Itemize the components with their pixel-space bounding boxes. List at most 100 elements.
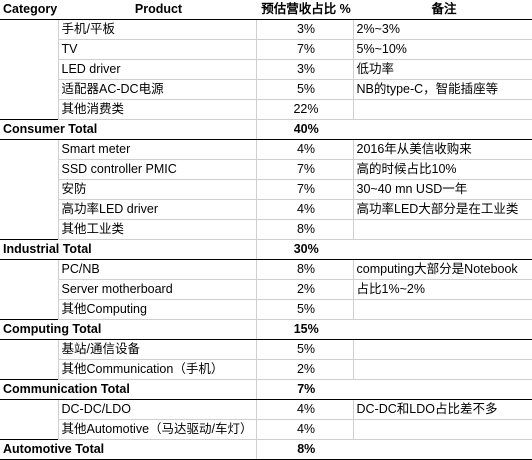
total-note-cell[interactable]	[353, 119, 532, 140]
note-cell[interactable]: 5%~10%	[352, 39, 532, 60]
total-label[interactable]: Computing Total	[0, 319, 256, 340]
total-note-cell[interactable]	[353, 439, 532, 460]
revenue-share-cell[interactable]: 22%	[255, 99, 353, 120]
total-note-cell[interactable]	[353, 319, 532, 340]
category-cell[interactable]	[0, 340, 58, 360]
total-label[interactable]: Consumer Total	[0, 119, 256, 140]
category-cell[interactable]	[0, 180, 58, 200]
header-category[interactable]: Category	[0, 0, 58, 20]
category-cell[interactable]	[0, 200, 58, 220]
product-cell[interactable]: 其他消费类	[57, 99, 256, 120]
product-cell[interactable]: 其他Computing	[57, 299, 256, 320]
table-body: 手机/平板 3% 2%~3% TV 7% 5%~10% LED driver 3% 低功率 适配器…	[0, 19, 532, 460]
note-cell[interactable]: 高的时候占比10%	[352, 159, 532, 180]
product-cell[interactable]: 其他Communication（手机）	[57, 359, 256, 380]
note-cell[interactable]	[352, 359, 532, 380]
note-cell[interactable]	[352, 219, 532, 240]
revenue-share-cell[interactable]: 4%	[255, 139, 353, 160]
product-cell[interactable]: 高功率LED driver	[57, 199, 256, 220]
header-revenue-share[interactable]: 预估营收占比 %	[256, 0, 353, 20]
revenue-share-cell[interactable]: 5%	[255, 339, 353, 360]
category-cell[interactable]	[0, 60, 58, 80]
note-cell[interactable]: 低功率	[352, 59, 532, 80]
product-cell[interactable]: TV	[57, 39, 256, 60]
category-cell[interactable]	[0, 160, 58, 180]
table-row: 其他Automotive（马达驱动/车灯） 4%	[0, 419, 532, 440]
revenue-share-cell[interactable]: 4%	[255, 419, 353, 440]
note-cell[interactable]: 高功率LED大部分是在工业类	[352, 199, 532, 220]
table-row: 适配器AC-DC电源 5% NB的type-C，智能插座等	[0, 79, 532, 100]
category-cell[interactable]	[0, 40, 58, 60]
revenue-share-cell[interactable]: 4%	[255, 399, 353, 420]
revenue-share-cell[interactable]: 4%	[255, 199, 353, 220]
total-value[interactable]: 30%	[255, 239, 353, 260]
category-cell[interactable]	[0, 300, 58, 320]
note-cell[interactable]	[352, 99, 532, 120]
category-cell[interactable]	[0, 140, 58, 160]
total-value[interactable]: 15%	[255, 319, 353, 340]
total-note-cell[interactable]	[353, 379, 532, 400]
category-cell[interactable]	[0, 400, 58, 420]
note-cell[interactable]	[352, 299, 532, 320]
note-cell[interactable]: DC-DC和LDO占比差不多	[352, 399, 532, 420]
product-cell[interactable]: 基站/通信设备	[57, 339, 256, 360]
header-product[interactable]: Product	[58, 0, 256, 20]
revenue-share-cell[interactable]: 5%	[255, 299, 353, 320]
category-cell[interactable]	[0, 260, 58, 280]
product-cell[interactable]: 适配器AC-DC电源	[57, 79, 256, 100]
total-value[interactable]: 7%	[255, 379, 353, 400]
category-cell[interactable]	[0, 20, 58, 40]
table-row: PC/NB 8% computing大部分是Notebook	[0, 259, 532, 280]
product-cell[interactable]: Smart meter	[57, 139, 256, 160]
product-cell[interactable]: Server motherboard	[57, 279, 256, 300]
note-cell[interactable]: 占比1%~2%	[352, 279, 532, 300]
revenue-share-cell[interactable]: 3%	[255, 59, 353, 80]
product-cell[interactable]: 其他Automotive（马达驱动/车灯）	[57, 419, 256, 440]
table-row: Server motherboard 2% 占比1%~2%	[0, 279, 532, 300]
revenue-share-cell[interactable]: 2%	[255, 279, 353, 300]
category-cell[interactable]	[0, 280, 58, 300]
category-cell[interactable]	[0, 100, 58, 120]
note-cell[interactable]	[352, 419, 532, 440]
product-cell[interactable]: DC-DC/LDO	[57, 399, 256, 420]
total-value[interactable]: 40%	[255, 119, 353, 140]
table-row: DC-DC/LDO 4% DC-DC和LDO占比差不多	[0, 399, 532, 420]
product-cell[interactable]: 其他工业类	[57, 219, 256, 240]
category-cell[interactable]	[0, 220, 58, 240]
revenue-share-cell[interactable]: 7%	[255, 159, 353, 180]
total-value[interactable]: 8%	[255, 439, 353, 460]
total-row: Computing Total 15%	[0, 319, 532, 340]
note-cell[interactable]: NB的type-C，智能插座等	[352, 79, 532, 100]
table-row: 安防 7% 30~40 mn USD一年	[0, 179, 532, 200]
note-cell[interactable]	[352, 339, 532, 360]
table-row: 其他Communication（手机） 2%	[0, 359, 532, 380]
revenue-share-cell[interactable]: 7%	[255, 179, 353, 200]
revenue-share-cell[interactable]: 2%	[255, 359, 353, 380]
revenue-share-cell[interactable]: 8%	[255, 219, 353, 240]
revenue-share-cell[interactable]: 7%	[255, 39, 353, 60]
table-row: 高功率LED driver 4% 高功率LED大部分是在工业类	[0, 199, 532, 220]
product-cell[interactable]: 手机/平板	[57, 19, 256, 40]
note-cell[interactable]: 2%~3%	[352, 19, 532, 40]
revenue-share-cell[interactable]: 5%	[255, 79, 353, 100]
note-cell[interactable]: computing大部分是Notebook	[352, 259, 532, 280]
total-label[interactable]: Industrial Total	[0, 239, 256, 260]
category-cell[interactable]	[0, 80, 58, 100]
category-cell[interactable]	[0, 420, 58, 440]
total-note-cell[interactable]	[353, 239, 532, 260]
product-cell[interactable]: 安防	[57, 179, 256, 200]
header-notes[interactable]: 备注	[353, 0, 532, 20]
revenue-share-cell[interactable]: 8%	[255, 259, 353, 280]
note-cell[interactable]: 2016年从美信收购来	[352, 139, 532, 160]
table-row: 其他Computing 5%	[0, 299, 532, 320]
product-cell[interactable]: LED driver	[57, 59, 256, 80]
product-cell[interactable]: PC/NB	[57, 259, 256, 280]
table-row: SSD controller PMIC 7% 高的时候占比10%	[0, 159, 532, 180]
revenue-share-cell[interactable]: 3%	[255, 19, 353, 40]
note-cell[interactable]: 30~40 mn USD一年	[352, 179, 532, 200]
total-label[interactable]: Automotive Total	[0, 439, 256, 460]
total-label[interactable]: Communication Total	[0, 379, 256, 400]
product-cell[interactable]: SSD controller PMIC	[57, 159, 256, 180]
category-cell[interactable]	[0, 360, 58, 380]
